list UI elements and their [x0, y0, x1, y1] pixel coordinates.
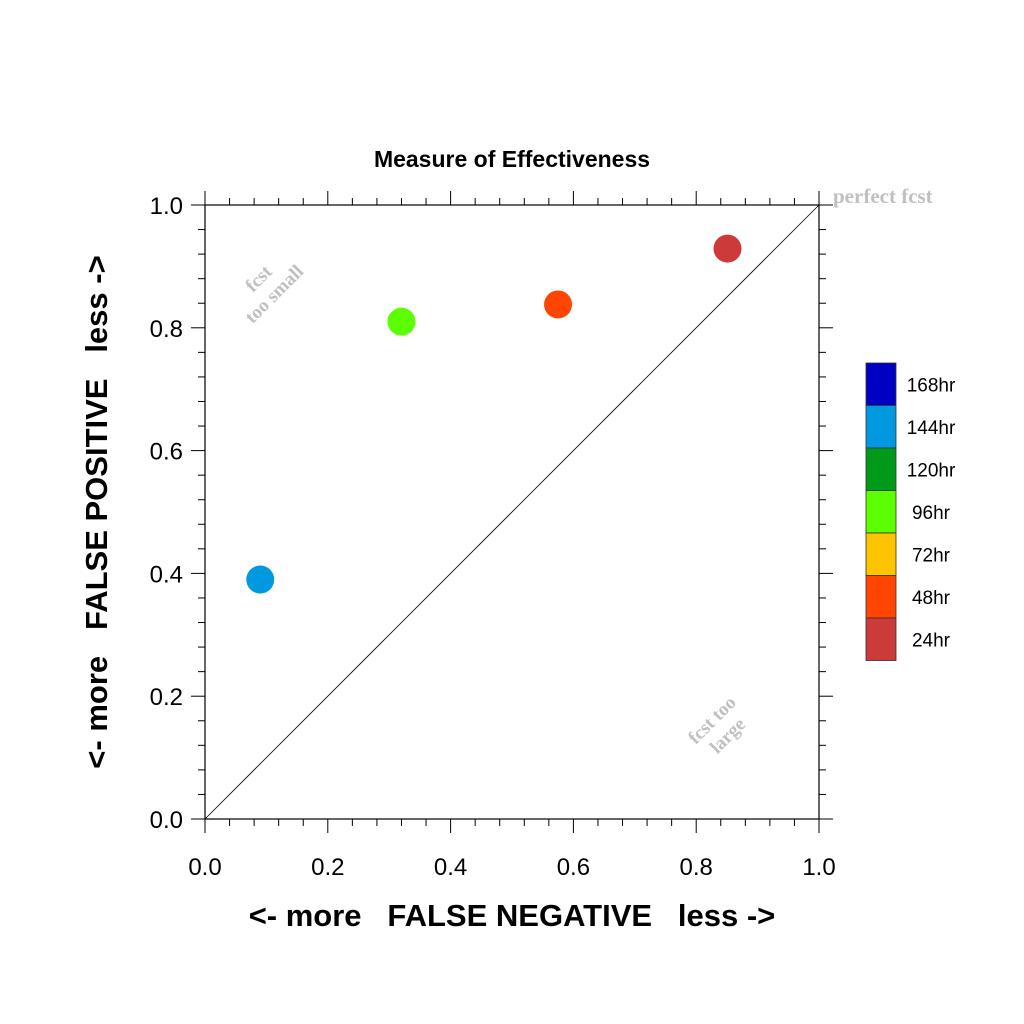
x-tick-label: 0.0 — [188, 854, 221, 881]
data-point-96hr — [387, 307, 416, 336]
x-tick-label: 0.4 — [434, 854, 467, 881]
y-axis-label: <- more FALSE POSITIVE less -> — [79, 255, 114, 768]
legend-swatch-48hr — [865, 575, 897, 619]
x-tick-label: 1.0 — [802, 854, 835, 881]
legend-label-24hr: 24hr — [912, 630, 951, 651]
x-axis-label: <- more FALSE NEGATIVE less -> — [249, 898, 776, 933]
legend-label-48hr: 48hr — [912, 588, 951, 609]
x-tick-label: 0.8 — [680, 854, 713, 881]
diagonal-line — [204, 204, 820, 820]
axis-ticks — [191, 191, 833, 833]
legend-swatch-24hr — [865, 617, 897, 661]
legend-swatch-144hr — [865, 405, 897, 449]
y-tick-label: 0.6 — [150, 439, 183, 466]
legend-label-144hr: 144hr — [907, 418, 956, 439]
x-tick-label: 0.2 — [311, 854, 344, 881]
legend: 168hr 144hr 120hr 96hr 72hr 48hr 24hr — [865, 362, 956, 661]
legend-swatch-72hr — [865, 532, 897, 576]
data-point-24hr — [713, 234, 742, 263]
y-tick-label: 0.4 — [150, 561, 183, 588]
legend-swatch-96hr — [865, 490, 897, 534]
y-tick-label: 1.0 — [150, 193, 183, 220]
legend-swatch-168hr — [865, 362, 897, 406]
y-tick-label: 0.0 — [150, 807, 183, 834]
legend-label-168hr: 168hr — [907, 375, 956, 396]
legend-label-72hr: 72hr — [912, 545, 951, 566]
y-tick-label: 0.8 — [150, 316, 183, 343]
plot-area — [204, 204, 820, 820]
x-tick-labels: 0.0 0.2 0.4 0.6 0.8 1.0 — [188, 854, 835, 881]
data-point-144hr — [246, 565, 275, 594]
x-tick-label: 0.6 — [557, 854, 590, 881]
legend-swatch-120hr — [865, 447, 897, 491]
data-points — [246, 234, 742, 594]
y-tick-label: 0.2 — [150, 684, 183, 711]
chart-title: Measure of Effectiveness — [374, 146, 650, 172]
plot-border — [204, 204, 820, 820]
legend-label-96hr: 96hr — [912, 503, 951, 524]
y-tick-labels: 0.0 0.2 0.4 0.6 0.8 1.0 — [150, 193, 183, 834]
data-point-48hr — [544, 290, 573, 319]
legend-label-120hr: 120hr — [907, 460, 956, 481]
perfect-fcst-annotation: perfect fcst — [833, 184, 933, 208]
annotations: perfect fcst fcst too small fcst too lar… — [241, 184, 933, 758]
